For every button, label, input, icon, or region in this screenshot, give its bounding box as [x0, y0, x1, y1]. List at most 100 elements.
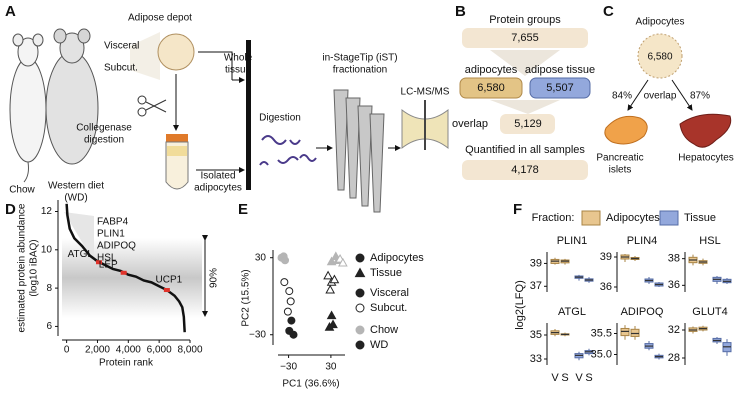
scissors [137, 95, 167, 117]
y-tick-label: 37 [530, 280, 542, 292]
point [285, 287, 294, 296]
point [287, 316, 296, 325]
label: adipocytes [465, 64, 518, 76]
legend-swatch [581, 210, 601, 226]
legend-label: Adipocytes [370, 252, 424, 264]
point [355, 325, 365, 335]
label: Whole [224, 53, 253, 64]
label: digestion [84, 135, 124, 146]
x-tick-label: 4,000 [116, 345, 141, 356]
x-tick-label: 8,000 [177, 345, 202, 356]
highlight [96, 260, 103, 265]
point [289, 330, 298, 339]
label: Adipocytes [636, 17, 685, 28]
legend-label: Adipocytes [606, 212, 660, 224]
label: 6,580 [477, 82, 505, 94]
highlight [120, 270, 127, 275]
label: Visceral [104, 41, 139, 52]
highlight-label: ATGL [68, 249, 94, 260]
protein-label: FABP4 [97, 217, 129, 228]
adipose-tissue [157, 33, 195, 71]
label: 5,129 [514, 118, 542, 130]
label: Digestion [259, 113, 301, 124]
point [323, 270, 333, 280]
stage-tips [333, 89, 385, 213]
highlight-label: UCP1 [156, 275, 183, 286]
tube [165, 134, 189, 190]
label: overlap [452, 118, 488, 130]
highlight-label: LEP [99, 259, 118, 270]
label: tissue [225, 65, 252, 76]
label: 4,178 [511, 164, 539, 176]
point [355, 288, 365, 298]
y-tick-label: 36 [600, 281, 612, 293]
label: 87% [690, 91, 710, 102]
x-tick-label: −30 [280, 362, 297, 373]
y-axis-title: (log10 iBAQ) [29, 239, 40, 296]
pancreas [604, 115, 648, 145]
point [286, 297, 295, 306]
protein-label: PLIN1 [97, 229, 125, 240]
label: Subcut. [104, 63, 138, 74]
label: Quantified in all samples [465, 144, 585, 156]
mass-spec [401, 100, 449, 150]
y-tick-label: 35 [530, 329, 542, 341]
label: fractionation [333, 65, 387, 76]
label: Protein groups [489, 14, 561, 26]
point [354, 267, 366, 278]
y-axis-title: estimated protein abundance [17, 203, 28, 332]
funnel [490, 100, 560, 114]
point [281, 256, 290, 265]
panel-label: C [603, 3, 614, 20]
box [620, 327, 630, 337]
mouse-wd [45, 28, 99, 165]
box-quantified [462, 160, 588, 180]
subplot-title: HSL [699, 235, 720, 247]
label: adipose tissue [525, 64, 595, 76]
y-tick-label: 36 [668, 279, 680, 291]
point [326, 310, 337, 320]
point [355, 253, 365, 263]
label: LC-MS/MS [401, 87, 450, 98]
label: Isolated [200, 171, 235, 182]
label: Pancreatic [596, 153, 643, 164]
legend-label: WD [370, 339, 388, 351]
adipocyte-circle [637, 33, 683, 79]
point [329, 274, 340, 284]
label: 84% [612, 91, 632, 102]
protein-label: ADIPOQ [97, 241, 136, 252]
panel-label: D [5, 201, 16, 218]
x-tick-label: V [551, 372, 559, 384]
y-tick-label: 12 [41, 206, 53, 217]
point [338, 257, 348, 267]
x-tick-label: V [575, 372, 583, 384]
arrow [671, 79, 693, 111]
line [65, 203, 186, 333]
legend-label: Tissue [370, 267, 402, 279]
band-label: 90% [209, 268, 220, 288]
point [283, 307, 292, 316]
legend-label: Visceral [370, 287, 409, 299]
arrow [627, 79, 649, 111]
label: Adipose depot [128, 13, 192, 24]
funnel [490, 50, 560, 76]
y-tick-label: 6 [46, 321, 52, 332]
label: in-StageTip (iST) [322, 53, 397, 64]
y-tick-label: 33 [530, 353, 542, 365]
arrow [198, 51, 233, 80]
point [325, 284, 336, 294]
legend-label: Subcut. [370, 302, 407, 314]
x-tick-label: 2,000 [85, 345, 110, 356]
liver [679, 113, 732, 148]
legend-label: Tissue [684, 212, 716, 224]
label: Chow [9, 185, 35, 196]
label: 7,655 [511, 32, 539, 44]
depot-fan [130, 32, 160, 80]
label: adipocytes [194, 183, 242, 194]
protein-label: HSL [97, 253, 117, 264]
label: Hepatocytes [678, 153, 734, 164]
y-tick-label: 35.0 [591, 348, 612, 360]
point [324, 321, 335, 331]
label-fan [64, 212, 94, 262]
